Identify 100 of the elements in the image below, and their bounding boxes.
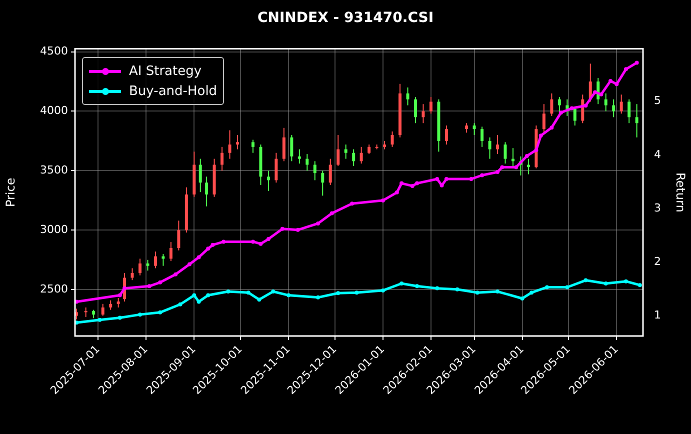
candlestick: [298, 148, 301, 164]
candlestick: [138, 258, 142, 276]
point: [336, 291, 340, 296]
candlestick: [368, 144, 371, 155]
y-axis-title: Price: [3, 178, 18, 208]
point: [226, 290, 230, 294]
point: [350, 202, 354, 206]
candlestick: [321, 170, 324, 196]
candlestick: [313, 160, 316, 181]
y2-tick-label: 1: [654, 308, 661, 322]
point: [634, 60, 639, 65]
candlestick: [274, 152, 278, 184]
y-tick-label: 3000: [40, 223, 68, 236]
point: [354, 290, 359, 295]
candlestick: [465, 122, 468, 134]
candlestick: [344, 144, 348, 160]
point: [415, 284, 420, 288]
candlestick: [414, 96, 417, 124]
candlestick: [220, 146, 224, 172]
point: [496, 290, 500, 294]
point: [584, 104, 588, 108]
point: [158, 310, 162, 314]
candlestick: [496, 134, 500, 155]
candlestick: [422, 104, 425, 124]
candlestick: [542, 104, 546, 134]
y-tick-label: 4000: [40, 104, 68, 118]
candlestick: [504, 142, 507, 164]
point: [614, 82, 619, 86]
point: [514, 165, 518, 170]
point: [500, 165, 504, 170]
candlestick: [290, 134, 294, 162]
y2-tick-label: 2: [654, 254, 661, 268]
y-tick-label: 4500: [40, 44, 68, 58]
point: [98, 318, 102, 322]
point: [380, 198, 385, 202]
legend-label: AI Strategy: [129, 64, 202, 78]
candlestick: [101, 303, 104, 316]
point: [608, 78, 612, 83]
point: [400, 181, 404, 186]
point: [118, 293, 122, 298]
point: [222, 240, 226, 244]
point: [475, 290, 480, 295]
point: [266, 237, 270, 242]
point: [469, 177, 474, 182]
candlestick: [620, 94, 623, 114]
candlestick: [266, 170, 270, 192]
point: [593, 90, 598, 94]
point: [192, 293, 196, 298]
candlestick: [635, 104, 638, 138]
candlestick: [390, 130, 394, 148]
point: [538, 134, 543, 138]
candlestick: [177, 220, 180, 251]
point: [534, 148, 538, 152]
point: [415, 181, 420, 186]
y2-tick-label: 5: [654, 94, 661, 108]
candlestick: [154, 251, 157, 269]
legend-label: Buy-and-Hold: [129, 84, 218, 98]
point: [435, 177, 440, 182]
point: [330, 211, 334, 216]
point: [530, 290, 534, 295]
point: [624, 67, 628, 72]
point: [444, 177, 448, 182]
point: [257, 298, 262, 302]
point: [316, 295, 320, 300]
point: [400, 281, 404, 286]
point: [196, 255, 201, 260]
chart-title: CNINDEX - 931470.CSI: [257, 10, 434, 26]
y-tick-label: 3500: [40, 164, 68, 177]
point: [455, 287, 460, 292]
candlestick: [550, 92, 554, 116]
point: [286, 293, 291, 298]
point: [440, 183, 444, 188]
candlestick: [116, 297, 120, 308]
point: [558, 110, 563, 115]
point: [520, 296, 524, 300]
candlestick: [251, 139, 254, 154]
point: [271, 290, 276, 294]
point: [480, 173, 484, 178]
point: [599, 92, 604, 96]
point: [638, 283, 642, 288]
point: [296, 228, 300, 232]
candlestick: [406, 86, 410, 106]
point: [435, 286, 440, 290]
point: [122, 286, 127, 290]
candlestick: [429, 96, 432, 114]
candlestick: [480, 126, 484, 148]
point: [604, 281, 608, 286]
candlestick: [612, 98, 616, 118]
point: [584, 278, 588, 282]
candlestick: [444, 125, 448, 146]
candlestick: [169, 242, 172, 262]
point: [206, 246, 210, 251]
point: [174, 272, 178, 276]
candlestick: [604, 92, 608, 112]
point: [158, 280, 162, 284]
y2-tick-label: 3: [654, 201, 661, 214]
point: [394, 190, 399, 194]
point: [258, 242, 263, 246]
point: [188, 262, 192, 266]
candlestick: [472, 122, 476, 136]
